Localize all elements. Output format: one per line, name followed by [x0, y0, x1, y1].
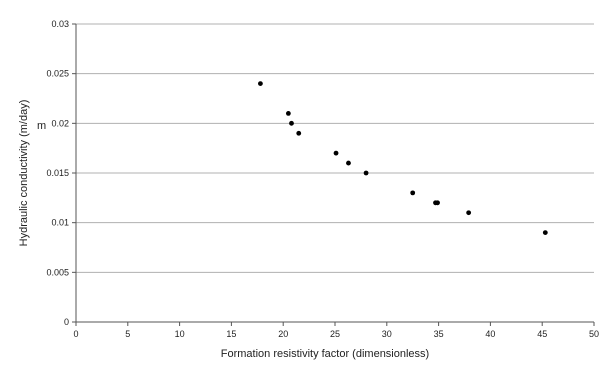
- y-tick-labels: 0 0.005 0.01 0.015 0.02 0.025 0.03: [46, 19, 69, 327]
- data-point: [333, 150, 339, 156]
- x-tick-label: 10: [175, 329, 185, 339]
- data-point: [542, 230, 548, 236]
- x-tick-label: 50: [589, 329, 599, 339]
- x-tick-label: 40: [485, 329, 495, 339]
- x-tick-label: 35: [434, 329, 444, 339]
- axes: [72, 23, 595, 326]
- data-point: [289, 120, 294, 126]
- data-point: [410, 190, 416, 196]
- data-point: [346, 160, 351, 166]
- x-tick-label: 0: [73, 329, 78, 339]
- x-tick-label: 45: [537, 329, 547, 339]
- gridlines: [76, 23, 594, 273]
- data-point: [296, 130, 302, 136]
- y-tick-label: 0.025: [46, 69, 69, 79]
- data-point: [285, 111, 291, 116]
- data-point: [258, 81, 263, 86]
- y-tick-label: 0.02: [51, 118, 69, 128]
- data-point: [466, 210, 472, 216]
- x-tick-labels: 0 5 10 15 20 25 30 35 40 45 50: [73, 329, 599, 339]
- stray-label: m: [37, 120, 46, 132]
- y-axis-title: Hydraulic conductivity (m/day): [18, 100, 30, 247]
- x-tick-label: 25: [330, 329, 340, 339]
- x-tick-label: 30: [382, 329, 392, 339]
- x-tick-label: 15: [226, 329, 236, 339]
- x-tick-label: 5: [125, 329, 130, 339]
- data-points: [258, 81, 548, 236]
- x-axis-title: Formation resistivity factor (dimensionl…: [221, 348, 429, 360]
- y-tick-label: 0.03: [51, 19, 69, 29]
- data-point: [363, 170, 369, 176]
- y-tick-label: 0.005: [46, 267, 69, 277]
- y-tick-label: 0.015: [46, 168, 69, 178]
- y-tick-label: 0: [64, 317, 69, 327]
- y-tick-label: 0.01: [51, 218, 69, 228]
- x-tick-label: 20: [278, 329, 288, 339]
- data-point: [435, 200, 440, 206]
